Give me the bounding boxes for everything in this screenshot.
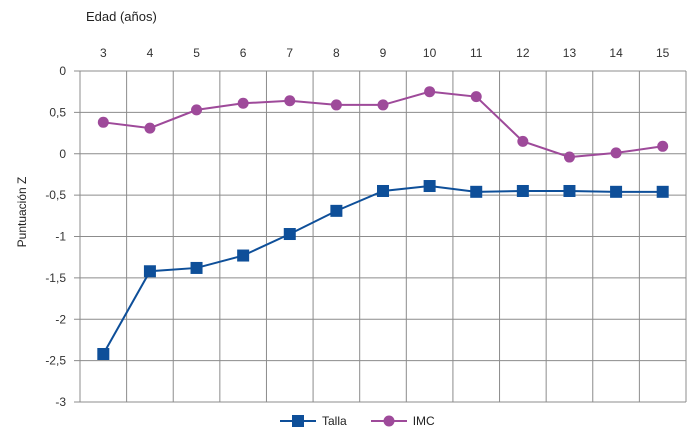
x-tick-label: 7 bbox=[286, 46, 293, 60]
data-point bbox=[470, 185, 483, 198]
data-point bbox=[424, 86, 436, 98]
data-point bbox=[97, 348, 110, 361]
data-point bbox=[610, 185, 623, 198]
x-tick-label: 8 bbox=[333, 46, 340, 60]
data-point bbox=[237, 97, 249, 109]
x-axis-title: Edad (años) bbox=[86, 9, 157, 24]
legend: Talla IMC bbox=[280, 414, 435, 428]
data-point bbox=[97, 116, 109, 128]
data-point bbox=[377, 99, 389, 111]
y-tick-label: -1,5 bbox=[45, 271, 66, 285]
data-point bbox=[470, 91, 482, 103]
data-point bbox=[610, 147, 622, 159]
data-point bbox=[284, 95, 296, 107]
x-tick-label: 4 bbox=[147, 46, 154, 60]
data-point bbox=[191, 104, 203, 116]
data-point bbox=[656, 185, 669, 198]
data-point bbox=[237, 249, 250, 262]
data-point bbox=[563, 184, 576, 197]
series-line-talla bbox=[102, 185, 663, 355]
y-tick-label: -0,5 bbox=[45, 188, 66, 202]
legend-label: Talla bbox=[322, 414, 347, 428]
x-tick-label: 12 bbox=[516, 46, 530, 60]
data-point bbox=[563, 151, 575, 163]
x-tick-label: 5 bbox=[193, 46, 200, 60]
x-tick-label: 11 bbox=[470, 46, 483, 60]
y-tick-label: 0 bbox=[59, 64, 66, 78]
x-tick-label: 14 bbox=[609, 46, 623, 60]
x-tick-label: 6 bbox=[240, 46, 247, 60]
circle-marker-icon bbox=[370, 415, 407, 427]
data-point bbox=[190, 261, 203, 274]
x-tick-label: 9 bbox=[380, 46, 387, 60]
y-tick-label: -3 bbox=[55, 395, 66, 409]
y-tick-label: -2 bbox=[55, 312, 66, 326]
data-point bbox=[283, 228, 296, 241]
y-tick-label: 0 bbox=[59, 147, 66, 161]
y-tick-label: -1 bbox=[55, 230, 66, 244]
data-point bbox=[423, 180, 436, 193]
data-point bbox=[657, 140, 669, 152]
legend-item-talla: Talla bbox=[280, 414, 347, 428]
y-tick-label: -2,5 bbox=[45, 354, 66, 368]
x-tick-label: 13 bbox=[563, 46, 577, 60]
data-point bbox=[143, 265, 156, 278]
y-tick-label: 0,5 bbox=[49, 105, 66, 119]
x-tick-label: 3 bbox=[100, 46, 107, 60]
data-point bbox=[144, 122, 156, 134]
data-point bbox=[330, 204, 343, 217]
data-point bbox=[517, 135, 529, 147]
data-point bbox=[377, 184, 389, 197]
x-tick-label: 15 bbox=[656, 46, 670, 60]
square-marker-icon bbox=[280, 415, 316, 427]
legend-item-imc: IMC bbox=[370, 414, 435, 428]
x-tick-label: 10 bbox=[423, 46, 437, 60]
data-point bbox=[330, 99, 342, 111]
legend-label: IMC bbox=[412, 414, 435, 428]
data-point bbox=[516, 184, 529, 197]
